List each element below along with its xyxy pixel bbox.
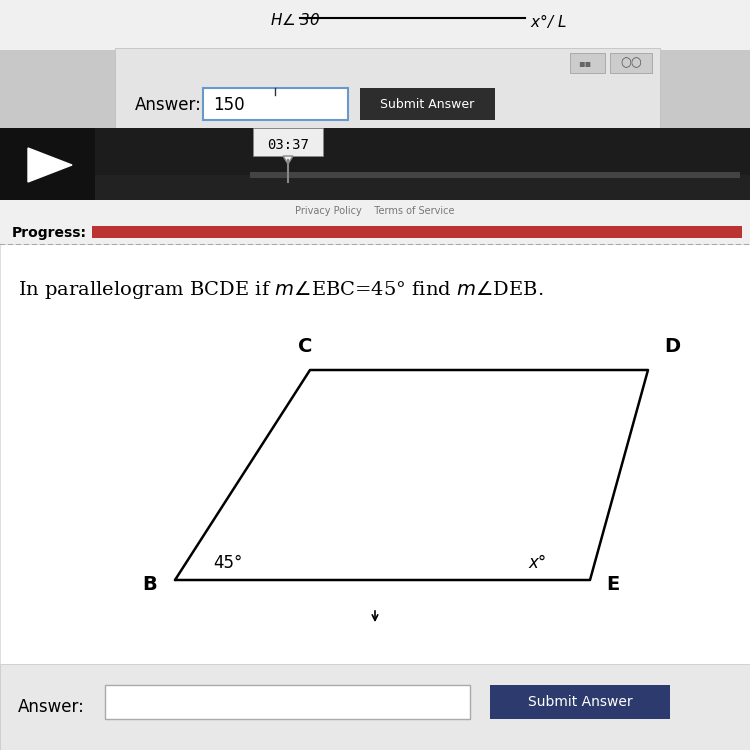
- Text: Answer:: Answer:: [135, 96, 202, 114]
- Text: B: B: [142, 575, 157, 595]
- Text: 03:37: 03:37: [267, 138, 309, 152]
- Text: 45°: 45°: [213, 554, 242, 572]
- Polygon shape: [28, 148, 72, 182]
- FancyBboxPatch shape: [0, 128, 95, 200]
- FancyBboxPatch shape: [0, 244, 750, 664]
- Text: Submit Answer: Submit Answer: [380, 98, 474, 110]
- FancyBboxPatch shape: [0, 200, 750, 222]
- FancyBboxPatch shape: [105, 685, 470, 719]
- FancyBboxPatch shape: [115, 48, 660, 148]
- Polygon shape: [283, 156, 293, 164]
- FancyBboxPatch shape: [250, 172, 740, 178]
- Text: H$\angle$ 30: H$\angle$ 30: [270, 12, 321, 28]
- Text: Progress:: Progress:: [12, 226, 87, 240]
- FancyBboxPatch shape: [0, 222, 750, 244]
- Text: Privacy Policy    Terms of Service: Privacy Policy Terms of Service: [296, 206, 454, 216]
- FancyBboxPatch shape: [95, 128, 750, 200]
- FancyBboxPatch shape: [610, 53, 652, 73]
- FancyBboxPatch shape: [203, 88, 348, 120]
- FancyBboxPatch shape: [570, 53, 605, 73]
- FancyBboxPatch shape: [253, 128, 323, 156]
- FancyBboxPatch shape: [92, 226, 742, 238]
- FancyBboxPatch shape: [360, 88, 495, 120]
- Text: ▪▪: ▪▪: [578, 58, 591, 68]
- Text: E: E: [606, 575, 619, 595]
- FancyBboxPatch shape: [0, 664, 750, 750]
- Text: 150: 150: [213, 96, 244, 114]
- Text: Submit Answer: Submit Answer: [528, 695, 632, 709]
- Text: In parallelogram BCDE if $m\angle$EBC=45° find $m\angle$DEB.: In parallelogram BCDE if $m\angle$EBC=45…: [18, 279, 544, 301]
- Text: C: C: [298, 337, 312, 356]
- Text: x°: x°: [528, 554, 546, 572]
- Text: ○○: ○○: [620, 56, 642, 70]
- FancyBboxPatch shape: [95, 175, 750, 200]
- Text: D: D: [664, 337, 680, 356]
- Text: $x°$/ L: $x°$/ L: [530, 12, 566, 30]
- FancyBboxPatch shape: [490, 685, 670, 719]
- Text: Answer:: Answer:: [18, 698, 85, 716]
- FancyBboxPatch shape: [0, 0, 750, 50]
